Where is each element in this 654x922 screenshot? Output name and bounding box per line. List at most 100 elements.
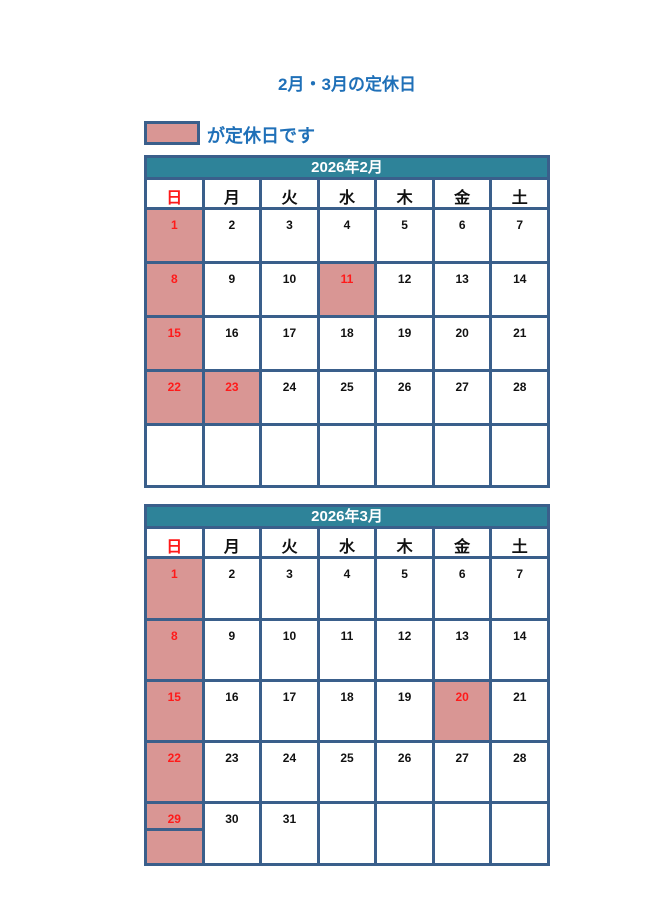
- day-cell: 13: [431, 621, 490, 679]
- day-cell: 24: [259, 372, 317, 423]
- day-cell: 8: [147, 264, 202, 315]
- weekday-header: 日: [147, 529, 202, 556]
- day-number: 29: [147, 804, 202, 831]
- weekday-header: 木: [374, 529, 432, 556]
- day-cell: 12: [374, 621, 432, 679]
- day-cell: 9: [201, 621, 260, 679]
- day-cell: 18: [316, 682, 375, 740]
- day-cell: 30: [201, 804, 260, 863]
- day-cell: 3: [259, 210, 317, 261]
- day-cell: 31: [259, 804, 317, 863]
- day-cell: [431, 426, 490, 485]
- day-cell: 25: [316, 372, 375, 423]
- day-cell: 4: [316, 559, 375, 618]
- day-cell: 23: [201, 372, 260, 423]
- calendar-title: 2026年2月: [147, 158, 547, 180]
- day-cell: 4: [316, 210, 375, 261]
- calendar-2: 2026年3月日月火水木金土 1 2 3 4 5 6 7 8 9 10 11 12 13 14 15 16 17 1…: [144, 504, 550, 866]
- day-cell: 17: [259, 318, 317, 369]
- page-title: 2月・3月の定休日: [278, 75, 416, 94]
- weekday-header: 水: [316, 180, 375, 207]
- day-cell: 7: [489, 210, 548, 261]
- week-row: 22 23 24 25 26 27 28: [147, 740, 548, 801]
- day-cell: 22: [147, 743, 202, 801]
- weekday-header: 月: [201, 529, 260, 556]
- day-cell: 14: [489, 264, 548, 315]
- week-row: 29 30 31: [147, 801, 548, 863]
- calendar-1: 2026年2月日月火水木金土 1 2 3 4 5 6 7 8 9 10 11 12 13 14 15 16 17 1…: [144, 155, 550, 488]
- weekday-header: 水: [316, 529, 375, 556]
- day-cell: 27: [431, 743, 490, 801]
- day-cell: [316, 804, 375, 863]
- day-cell: 5: [374, 210, 432, 261]
- day-cell: 28: [489, 372, 548, 423]
- legend-text: が定休日です: [207, 126, 315, 146]
- day-cell: 6: [431, 210, 490, 261]
- day-cell: 21: [489, 318, 548, 369]
- day-cell: 9: [201, 264, 260, 315]
- day-cell: 23: [201, 743, 260, 801]
- day-cell: 11: [316, 621, 375, 679]
- day-cell: 15: [147, 318, 202, 369]
- weekday-header: 土: [489, 529, 548, 556]
- day-cell: 17: [259, 682, 317, 740]
- day-cell: 15: [147, 682, 202, 740]
- day-cell: 2: [201, 559, 260, 618]
- day-cell: 20: [431, 318, 490, 369]
- week-row: 8 9 10 11 12 13 14: [147, 618, 548, 679]
- day-cell: 25: [316, 743, 375, 801]
- day-cell: 27: [431, 372, 490, 423]
- week-row: 15 16 17 18 19 20 21: [147, 679, 548, 740]
- day-cell: 13: [431, 264, 490, 315]
- day-cell: 10: [259, 621, 317, 679]
- weekday-header: 火: [259, 529, 317, 556]
- day-cell: [201, 426, 260, 485]
- day-cell: 19: [374, 682, 432, 740]
- day-cell: 11: [316, 264, 375, 315]
- legend-swatch: [144, 121, 200, 145]
- day-cell: [489, 426, 548, 485]
- week-row: 15 16 17 18 19 20 21: [147, 315, 548, 369]
- weekday-header: 火: [259, 180, 317, 207]
- day-cell: 18: [316, 318, 375, 369]
- day-cell: [147, 426, 202, 485]
- day-cell: 20: [431, 682, 490, 740]
- day-cell: 28: [489, 743, 548, 801]
- day-cell: [374, 804, 432, 863]
- calendar-title: 2026年3月: [147, 507, 547, 529]
- day-cell: 2: [201, 210, 260, 261]
- day-cell: 5: [374, 559, 432, 618]
- weekday-header-row: 日月火水木金土: [147, 180, 548, 207]
- weekday-header: 木: [374, 180, 432, 207]
- day-cell: 29: [147, 804, 202, 863]
- week-row: [147, 423, 548, 485]
- weekday-header-row: 日月火水木金土: [147, 529, 548, 556]
- day-cell: 10: [259, 264, 317, 315]
- day-cell: [374, 426, 432, 485]
- day-cell: 24: [259, 743, 317, 801]
- day-cell: 19: [374, 318, 432, 369]
- day-cell: 3: [259, 559, 317, 618]
- day-cell: 12: [374, 264, 432, 315]
- day-cell: 21: [489, 682, 548, 740]
- weekday-header: 日: [147, 180, 202, 207]
- day-cell: 26: [374, 372, 432, 423]
- day-cell: 22: [147, 372, 202, 423]
- day-cell: 1: [147, 559, 202, 618]
- day-cell: [431, 804, 490, 863]
- weekday-header: 月: [201, 180, 260, 207]
- week-row: 22 23 24 25 26 27 28: [147, 369, 548, 423]
- week-row: 8 9 10 11 12 13 14: [147, 261, 548, 315]
- day-cell: 16: [201, 318, 260, 369]
- day-cell: [489, 804, 548, 863]
- day-cell: 26: [374, 743, 432, 801]
- day-cell: [259, 426, 317, 485]
- day-cell: [316, 426, 375, 485]
- day-cell: 7: [489, 559, 548, 618]
- weekday-header: 金: [431, 529, 490, 556]
- day-cell: 8: [147, 621, 202, 679]
- weekday-header: 金: [431, 180, 490, 207]
- day-cell: 6: [431, 559, 490, 618]
